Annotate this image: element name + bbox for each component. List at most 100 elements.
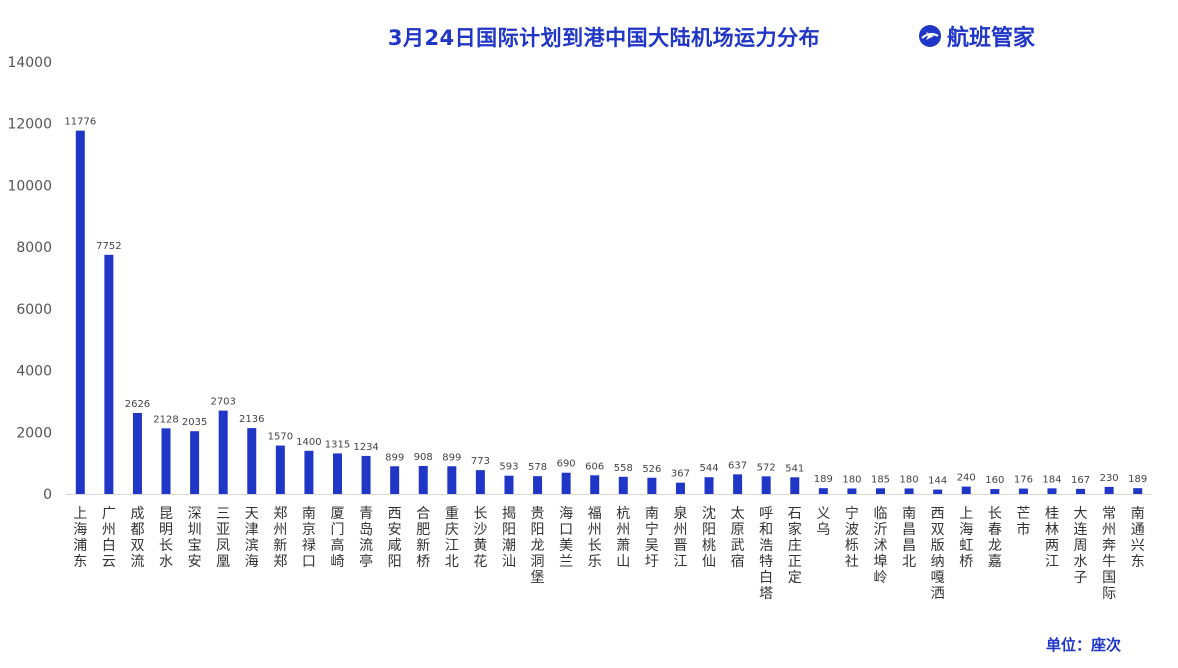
- data-label: 2128: [153, 414, 178, 425]
- y-tick-label: 0: [43, 487, 52, 503]
- data-label: 526: [642, 464, 661, 475]
- data-label: 690: [557, 459, 576, 470]
- data-label: 773: [471, 456, 490, 467]
- x-tick-label: 贵阳龙洞堡: [531, 506, 545, 586]
- bar: [161, 428, 171, 494]
- data-label: 558: [614, 463, 633, 474]
- x-tick-label: 深圳宝安: [188, 506, 202, 570]
- bar: [675, 482, 685, 494]
- bar: [876, 488, 885, 494]
- bar: [533, 476, 543, 494]
- x-tick-label: 揭阳潮汕: [502, 506, 516, 570]
- data-label: 180: [842, 474, 861, 485]
- bar: [561, 472, 571, 494]
- bar: [1047, 488, 1057, 494]
- data-label: 144: [928, 476, 947, 487]
- x-tick-label: 重庆江北: [445, 506, 459, 570]
- brand-logo: 航班管家: [918, 20, 1035, 52]
- bar: [1104, 486, 1114, 494]
- x-tick-label: 常州奔牛国际: [1102, 506, 1116, 602]
- data-label: 908: [414, 452, 433, 463]
- y-tick-label: 14000: [7, 55, 52, 71]
- bar: [647, 477, 657, 494]
- data-label: 637: [728, 460, 747, 471]
- x-tick-label: 大连周水子: [1074, 506, 1088, 586]
- x-tick-label: 南京禄口: [302, 506, 316, 570]
- data-label: 2626: [125, 399, 150, 410]
- data-label: 544: [699, 463, 718, 474]
- x-tick-label: 石家庄正定: [788, 506, 802, 586]
- data-label: 1570: [268, 432, 293, 443]
- x-tick-label: 芒市: [1016, 506, 1030, 538]
- x-tick-label: 上海虹桥: [959, 506, 973, 570]
- data-label: 230: [1100, 473, 1119, 484]
- data-label: 1234: [353, 442, 378, 453]
- x-tick-label: 南宁吴圩: [645, 506, 659, 570]
- bar: [990, 489, 1000, 494]
- x-tick-label: 临沂沭埠岭: [874, 506, 888, 586]
- data-label: 176: [1014, 475, 1033, 486]
- x-tick-label: 呼和浩特白塔: [759, 506, 773, 602]
- x-tick-label: 郑州新郑: [273, 506, 287, 570]
- x-tick-label: 泉州晋江: [673, 505, 687, 570]
- bar: [190, 431, 200, 494]
- airplane-globe-icon: [919, 25, 941, 47]
- x-tick-label: 长沙黄花: [473, 506, 487, 570]
- x-tick-label: 广州白云: [102, 506, 116, 570]
- x-tick-label: 上海浦东: [73, 506, 87, 570]
- bar: [132, 412, 142, 494]
- x-tick-label: 南通兴东: [1131, 506, 1145, 570]
- y-tick-label: 4000: [16, 364, 52, 380]
- data-label: 7752: [96, 241, 121, 252]
- x-tick-label: 南昌昌北: [902, 506, 916, 570]
- bar: [475, 470, 485, 494]
- x-tick-label: 义乌: [816, 506, 830, 538]
- bar: [847, 488, 857, 494]
- bar: [790, 477, 800, 494]
- bar: [75, 130, 85, 494]
- y-tick-label: 10000: [7, 178, 52, 194]
- bar: [933, 489, 943, 494]
- bar: [361, 455, 371, 494]
- data-label: 1315: [325, 439, 350, 450]
- x-tick-label: 青岛流亭: [359, 506, 373, 570]
- x-tick-label: 杭州萧山: [616, 506, 630, 570]
- data-label: 593: [499, 462, 518, 473]
- data-label: 240: [957, 473, 976, 484]
- data-label: 11776: [64, 117, 96, 128]
- data-label: 367: [671, 469, 690, 480]
- data-label: 184: [1042, 474, 1061, 485]
- x-tick-label: 宁波栎社: [845, 505, 859, 570]
- data-label: 2703: [210, 397, 235, 408]
- data-label: 189: [814, 474, 833, 485]
- bar: [618, 476, 628, 494]
- data-label: 606: [585, 461, 604, 472]
- data-label: 899: [385, 452, 404, 463]
- bar: [333, 453, 342, 494]
- x-tick-label: 桂林两江: [1045, 506, 1059, 570]
- data-label: 185: [871, 474, 890, 485]
- x-tick-label: 厦门高崎: [331, 506, 345, 570]
- bar: [761, 476, 771, 494]
- data-label: 541: [785, 463, 804, 474]
- bar: [818, 488, 828, 494]
- bar: [104, 254, 114, 494]
- x-tick-label: 西安咸阳: [388, 506, 402, 570]
- bar: [275, 445, 285, 494]
- bar: [418, 465, 428, 494]
- x-tick-label: 福州长乐: [588, 506, 602, 570]
- bar: [904, 488, 914, 494]
- x-tick-label: 昆明长水: [159, 506, 173, 570]
- x-tick-label: 海口美兰: [559, 506, 573, 570]
- bar: [1076, 488, 1086, 494]
- data-label: 160: [985, 475, 1004, 486]
- y-tick-label: 8000: [16, 240, 52, 256]
- data-label: 2136: [239, 414, 264, 425]
- x-tick-label: 西双版纳嘎洒: [931, 506, 945, 602]
- x-tick-label: 长春龙嘉: [988, 506, 1002, 570]
- data-label: 1400: [296, 437, 321, 448]
- data-label: 189: [1128, 474, 1147, 485]
- x-tick-label: 沈阳桃仙: [702, 506, 716, 570]
- data-label: 578: [528, 462, 547, 473]
- bar: [247, 428, 257, 494]
